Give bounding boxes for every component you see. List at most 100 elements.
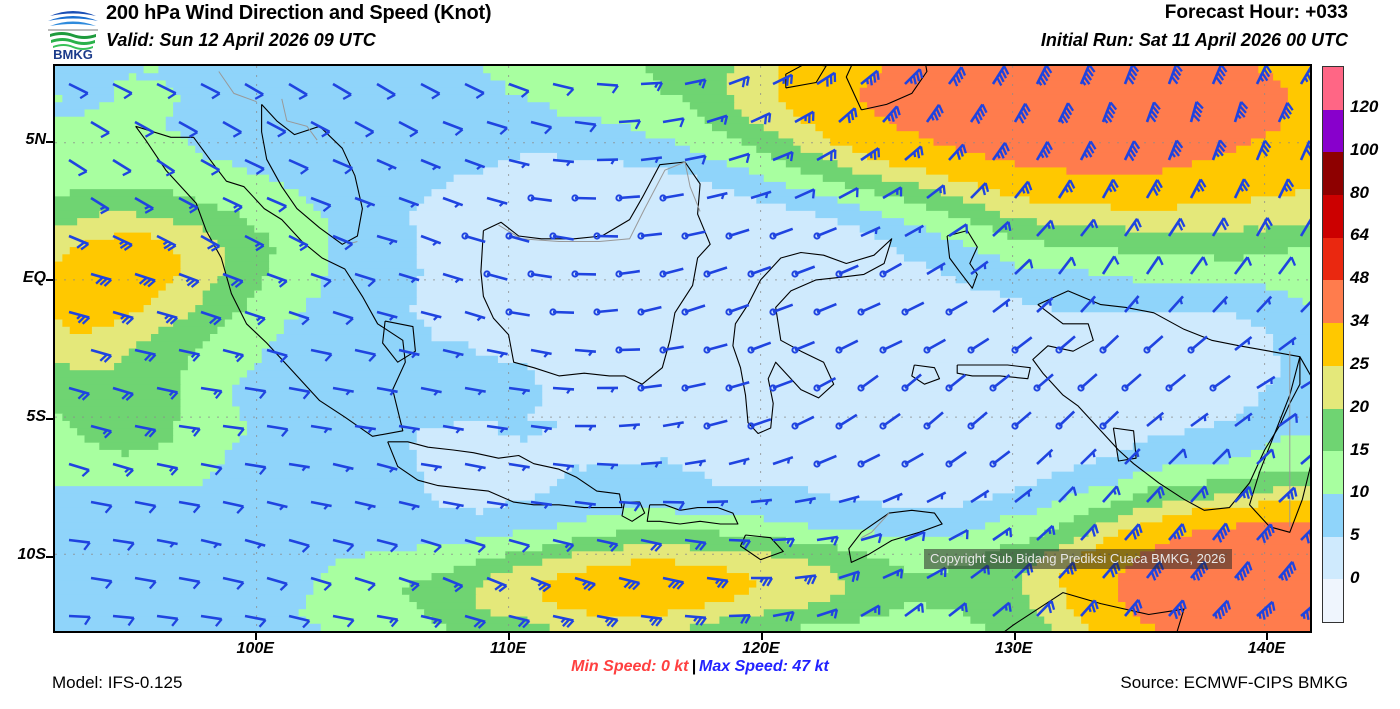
- wind-barb: [244, 158, 265, 175]
- wind-barb: [662, 421, 684, 429]
- valid-time: Valid: Sun 12 April 2026 09 UTC: [106, 30, 376, 50]
- wind-barb: [310, 196, 332, 213]
- wind-barb: [750, 498, 773, 506]
- wind-barb: [794, 497, 816, 505]
- wind-barb: [948, 602, 968, 618]
- wind-barb: [593, 232, 619, 240]
- wind-barb: [68, 82, 89, 100]
- wind-barb: [112, 158, 132, 177]
- wind-barb: [1233, 560, 1253, 581]
- svg-text:BMKG: BMKG: [53, 47, 93, 60]
- wind-barb: [376, 386, 398, 396]
- colorbar-segment-12: [1323, 579, 1343, 622]
- wind-barb: [659, 267, 684, 278]
- wind-barb: [90, 120, 110, 139]
- political-borders: [218, 71, 1291, 539]
- wind-barb: [420, 386, 442, 396]
- wind-barb: [640, 81, 664, 92]
- wind-barb: [684, 538, 707, 551]
- wind-barb: [1234, 412, 1253, 428]
- y-tick-label-1: EQ: [22, 269, 46, 287]
- wind-barb: [925, 104, 944, 123]
- wind-barb: [112, 614, 135, 627]
- wind-barb: [574, 348, 597, 357]
- wind-barb: [134, 424, 157, 438]
- colorbar-segment-10: [1323, 493, 1343, 537]
- wind-barb: [1102, 485, 1121, 503]
- wind-barb: [442, 120, 464, 137]
- wind-barb: [1167, 139, 1184, 161]
- colorbar-label-6: 25: [1350, 353, 1369, 373]
- min-speed-label: Min Speed: 0 kt: [571, 658, 689, 675]
- wind-barb: [706, 191, 728, 200]
- bmkg-logo: BMKG: [42, 4, 104, 62]
- wind-barb: [640, 614, 663, 627]
- wind-barb: [376, 234, 398, 246]
- wind-barb: [684, 459, 706, 467]
- wind-barb: [703, 419, 728, 430]
- wind-barb: [332, 614, 355, 628]
- y-tick-mark-2: [46, 417, 53, 420]
- wind-barb: [662, 500, 685, 511]
- wind-barb: [948, 143, 967, 161]
- wind-barb: [969, 103, 988, 125]
- wind-barb: [332, 310, 354, 326]
- wind-barb: [1299, 140, 1310, 161]
- speed-range-label: Min Speed: 0 kt | Max Speed: 47 kt: [0, 658, 1400, 676]
- wind-barb: [684, 78, 707, 89]
- wind-barb: [596, 82, 619, 94]
- wind-barb: [310, 272, 332, 288]
- wind-barb: [486, 196, 508, 207]
- wind-barb: [1079, 140, 1097, 161]
- wind-barb: [1080, 295, 1097, 313]
- wind-barb: [728, 457, 750, 466]
- wind-map-plot[interactable]: [53, 64, 1312, 633]
- wind-barb: [505, 232, 530, 243]
- wind-barb: [970, 489, 990, 504]
- wind-barb: [923, 411, 944, 430]
- wind-barb: [1123, 140, 1141, 162]
- wind-barb: [552, 82, 575, 97]
- wind-barb: [1011, 411, 1032, 430]
- coast-malay: [261, 104, 363, 245]
- wind-barb: [1123, 218, 1142, 237]
- wind-barb: [816, 148, 837, 162]
- wind-barb: [266, 120, 287, 138]
- wind-barb: [178, 576, 201, 590]
- colorbar-segment-8: [1323, 408, 1343, 452]
- wind-barb: [68, 462, 90, 478]
- colorbar: [1322, 66, 1344, 623]
- wind-barb: [967, 337, 990, 354]
- wind-barb: [991, 142, 1010, 161]
- wind-barb: [1277, 560, 1297, 581]
- wind-barb: [860, 604, 881, 618]
- wind-barb: [857, 302, 881, 316]
- wind-barb: [1080, 448, 1097, 465]
- wind-barb: [508, 386, 530, 396]
- wind-barb: [1101, 101, 1118, 124]
- wind-barb: [1211, 217, 1230, 237]
- wind-barb: [134, 196, 154, 214]
- wind-barb: [838, 186, 859, 200]
- wind-barb: [244, 538, 266, 549]
- colorbar-segment-7: [1323, 365, 1343, 409]
- wind-barb: [508, 82, 530, 98]
- max-speed-label: Max Speed: 47 kt: [699, 658, 829, 675]
- wind-barb: [1256, 448, 1276, 465]
- wind-barb: [310, 120, 331, 138]
- wind-barb: [1055, 335, 1076, 354]
- wind-barb: [1189, 101, 1204, 123]
- wind-barb: [725, 228, 750, 240]
- wind-barb: [593, 308, 619, 316]
- wind-barb: [266, 348, 288, 363]
- wind-barb: [354, 272, 376, 288]
- wind-barb: [156, 234, 177, 252]
- wind-barb: [505, 308, 530, 317]
- border-0: [281, 98, 318, 141]
- windspeed-contour-fill: [55, 66, 1310, 631]
- wind-barb: [90, 196, 110, 215]
- wind-barb: [288, 462, 310, 472]
- wind-barb: [1300, 380, 1310, 390]
- wind-barb: [222, 348, 245, 363]
- colorbar-segment-9: [1323, 451, 1343, 494]
